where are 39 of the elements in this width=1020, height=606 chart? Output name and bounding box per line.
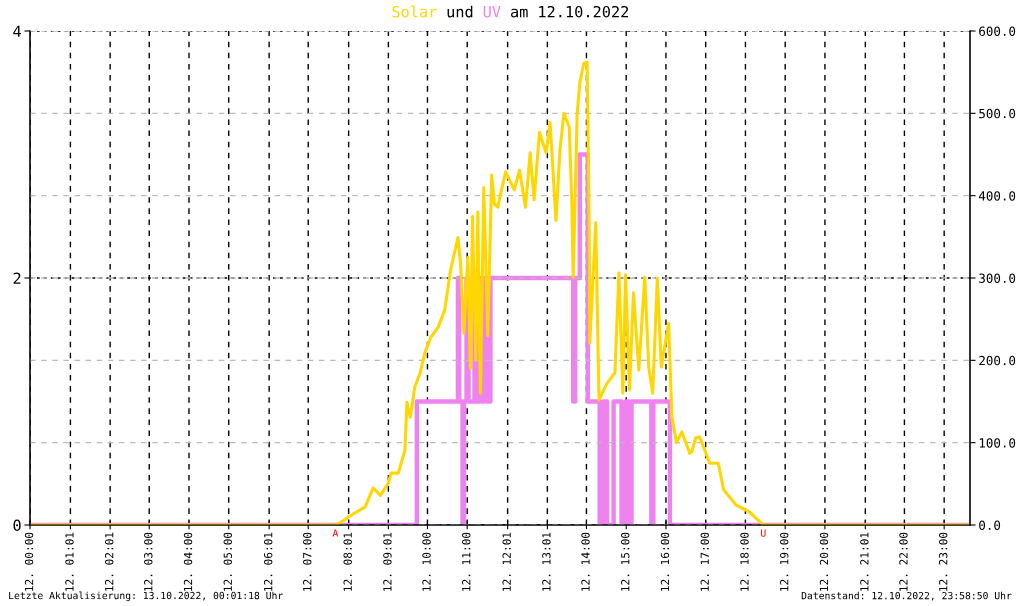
y-tick-label: 2 [13,272,21,284]
x-tick-label: 12. 15:00 [621,532,630,591]
x-tick-label: 12. 20:00 [819,532,829,591]
y-tick-label: 0 [13,519,21,532]
x-tick-label: 12. 04:00 [183,532,193,591]
annotation: A [332,529,339,537]
text: Letzte Aktualisierung: 13.10.2022, 00:01:18 Uhr [9,591,283,602]
x-tick-label: 12. 00:00 [24,532,34,591]
y2-tick-label: 100.0 [979,438,1016,448]
x-tick-label: 12. 10:00 [422,532,431,591]
x-tick-label: 12. 17:00 [700,532,709,591]
x-tick-label: 12. 06:01 [263,532,273,591]
x-tick-label: 12. 18:00 [740,532,749,591]
x-tick-label: 12. 13:01 [542,532,551,591]
y-tick-label: 4 [13,25,21,37]
x-tick-label: 12. 23:00 [939,532,948,591]
y2-tick-label: 0.0 [979,520,1001,530]
x-tick-label: 12. 19:00 [780,532,789,591]
y2-tick-label: 400.0 [978,191,1016,201]
x-tick-label: 12. 22:00 [899,532,908,591]
x-tick-label: 12. 21:01 [860,532,869,591]
x-tick-label: 12. 11:00 [462,532,471,591]
x-tick-label: 12. 12:01 [502,532,511,591]
x-tick-label: 12. 16:00 [660,532,670,591]
annotation: U [761,529,766,537]
x-tick-label: 12. 14:00 [581,532,590,591]
x-tick-label: 12. 07:00 [303,532,312,591]
x-tick-label: 12. 09:01 [383,532,392,591]
text: Datenstand: 12.10.2022, 23:58:50 Uhr [801,591,1012,601]
x-tick-label: 12. 08:01 [343,532,352,591]
y2-tick-label: 600.0 [979,26,1016,36]
x-tick-label: 12. 02:01 [105,532,114,591]
y2-tick-label: 300.0 [979,273,1016,283]
y2-tick-label: 500.0 [979,108,1016,119]
x-tick-label: 12. 01:01 [65,532,74,591]
x-tick-label: 12. 05:00 [223,532,232,591]
chart-title: Solar und UV am 12.10.2022 [392,5,629,18]
x-tick-label: 12. 03:00 [144,532,153,591]
y2-tick-label: 200.0 [979,355,1016,366]
